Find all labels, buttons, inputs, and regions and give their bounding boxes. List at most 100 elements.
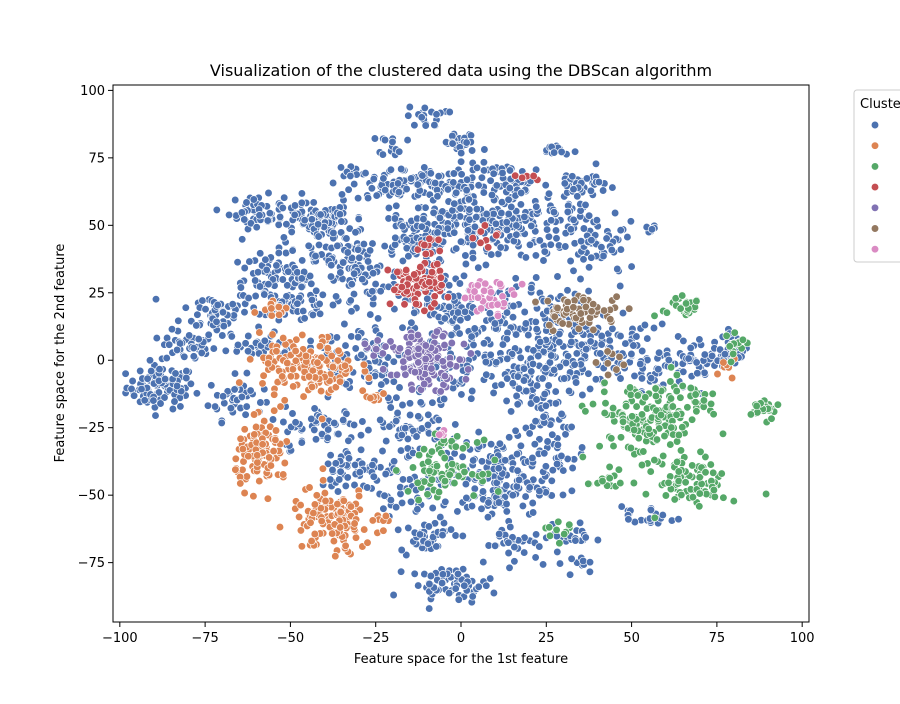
cluster-0-point bbox=[452, 244, 461, 253]
cluster-0-point bbox=[410, 121, 419, 130]
cluster-0-point bbox=[486, 176, 495, 185]
cluster-1-point bbox=[309, 508, 318, 518]
x-axis-ticks: −100 −75 −50 −25 0 25 50 75 100 bbox=[102, 622, 815, 646]
cluster-0-point bbox=[423, 420, 433, 430]
cluster-0-point bbox=[490, 541, 500, 550]
cluster-2-point bbox=[650, 455, 659, 465]
cluster-0-point bbox=[219, 321, 228, 331]
cluster-0-point bbox=[337, 217, 346, 226]
cluster-2-point bbox=[659, 451, 668, 461]
cluster-2-point bbox=[695, 489, 704, 498]
cluster-0-point bbox=[347, 280, 356, 289]
cluster-0-point bbox=[569, 185, 578, 194]
cluster-2-point bbox=[414, 495, 423, 505]
cluster-2-point bbox=[652, 435, 662, 444]
cluster-0-point bbox=[402, 235, 411, 244]
x-tick-label: 50 bbox=[623, 631, 640, 646]
cluster-6-point bbox=[460, 293, 470, 303]
cluster-2-point bbox=[688, 493, 698, 502]
cluster-0-point bbox=[268, 415, 278, 424]
cluster-0-point bbox=[423, 539, 433, 548]
cluster-0-point bbox=[547, 351, 556, 360]
cluster-0-point bbox=[479, 557, 488, 567]
cluster-0-point bbox=[629, 341, 638, 350]
cluster-0-point bbox=[160, 374, 170, 384]
cluster-0-point bbox=[514, 384, 524, 393]
cluster-6-point bbox=[470, 287, 479, 296]
cluster-2-point bbox=[413, 478, 422, 487]
cluster-0-point bbox=[594, 177, 604, 187]
cluster-0-point bbox=[528, 508, 538, 517]
cluster-1-point bbox=[267, 304, 276, 313]
cluster-0-point bbox=[457, 148, 466, 158]
cluster-0-point bbox=[344, 185, 353, 194]
cluster-0-point bbox=[353, 245, 363, 254]
cluster-0-point bbox=[555, 338, 564, 347]
cluster-0-point bbox=[517, 188, 526, 198]
cluster-0-point bbox=[546, 240, 555, 249]
cluster-0-point bbox=[519, 364, 529, 373]
cluster-0-point bbox=[287, 227, 296, 237]
cluster-0-point bbox=[582, 174, 592, 183]
cluster-0-point bbox=[364, 425, 373, 435]
cluster-5-point bbox=[603, 359, 612, 368]
cluster-0-point bbox=[424, 522, 434, 531]
y-tick-label: 75 bbox=[88, 151, 105, 166]
cluster-2-point bbox=[661, 491, 671, 500]
cluster-0-point bbox=[624, 515, 633, 524]
cluster-6-point bbox=[495, 279, 505, 289]
cluster-0-point bbox=[379, 504, 388, 513]
cluster-3-point bbox=[385, 299, 395, 308]
cluster-0-point bbox=[568, 463, 577, 473]
cluster-1-point bbox=[275, 522, 285, 532]
cluster-2-point bbox=[650, 513, 659, 522]
cluster-0-point bbox=[568, 172, 577, 181]
cluster-3-point bbox=[425, 234, 434, 243]
cluster-0-point bbox=[305, 271, 315, 281]
cluster-0-point bbox=[449, 169, 459, 178]
cluster-0-point bbox=[351, 228, 360, 237]
cluster-0-point bbox=[381, 185, 390, 195]
cluster-0-point bbox=[335, 475, 344, 484]
cluster-2-point bbox=[717, 469, 726, 478]
cluster-6-point bbox=[481, 279, 490, 288]
cluster-0-point bbox=[423, 294, 432, 303]
cluster-0-point bbox=[566, 225, 576, 234]
cluster-0-point bbox=[535, 542, 544, 551]
cluster-1-point bbox=[244, 452, 253, 461]
cluster-2-point bbox=[618, 417, 628, 426]
cluster-1-point bbox=[286, 372, 296, 381]
cluster-0-point bbox=[213, 300, 222, 310]
cluster-3-point bbox=[529, 171, 538, 181]
cluster-0-point bbox=[326, 475, 335, 484]
cluster-3-point bbox=[425, 278, 434, 287]
cluster-2-point bbox=[672, 457, 682, 467]
cluster-0-point bbox=[636, 359, 645, 369]
cluster-0-point bbox=[280, 193, 289, 202]
cluster-2-point bbox=[691, 398, 700, 407]
cluster-4-point bbox=[466, 349, 475, 358]
cluster-0-point bbox=[564, 386, 574, 396]
cluster-0-point bbox=[502, 507, 511, 516]
cluster-0-point bbox=[186, 379, 196, 388]
cluster-0-point bbox=[378, 446, 387, 456]
cluster-0-point bbox=[255, 282, 265, 291]
cluster-0-point bbox=[508, 313, 518, 322]
cluster-0-point bbox=[543, 437, 552, 446]
cluster-0-point bbox=[152, 333, 161, 343]
cluster-0-point bbox=[342, 234, 351, 243]
cluster-4-point bbox=[407, 385, 417, 394]
cluster-0-point bbox=[509, 301, 518, 311]
cluster-0-point bbox=[618, 308, 628, 318]
cluster-0-point bbox=[453, 308, 463, 317]
cluster-0-point bbox=[597, 331, 606, 341]
cluster-0-point bbox=[378, 150, 388, 159]
cluster-1-point bbox=[251, 422, 261, 432]
cluster-3-point bbox=[436, 273, 446, 282]
cluster-0-point bbox=[486, 350, 495, 359]
cluster-0-point bbox=[347, 332, 356, 341]
cluster-1-point bbox=[274, 302, 283, 312]
cluster-0-point bbox=[489, 209, 498, 219]
cluster-2-point bbox=[656, 410, 666, 420]
cluster-0-point bbox=[323, 433, 332, 442]
